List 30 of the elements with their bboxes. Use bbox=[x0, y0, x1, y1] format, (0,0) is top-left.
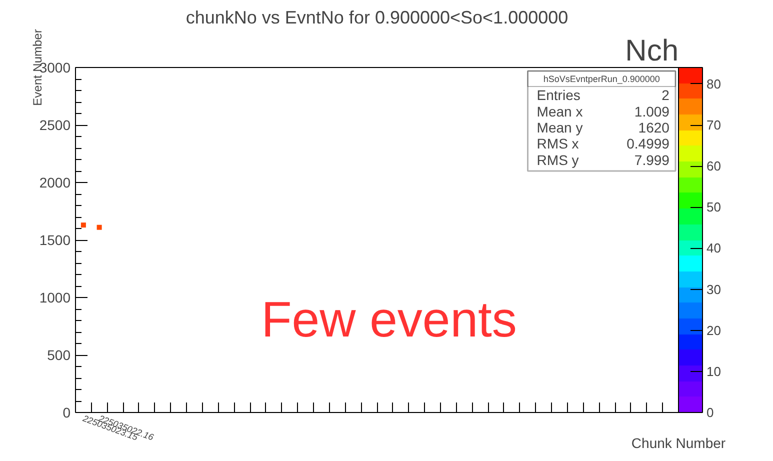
y-tick-label: 1500 bbox=[39, 232, 71, 248]
color-bar-label: 40 bbox=[706, 240, 721, 256]
annotation: 2 bbox=[662, 87, 670, 104]
annotation: hSoVsEvntperRun_0.900000 bbox=[543, 74, 660, 84]
color-bar-label: 20 bbox=[706, 322, 721, 338]
annotation: 0.4999 bbox=[626, 136, 670, 152]
y-tick-label: 1000 bbox=[39, 290, 71, 306]
color-bar-label: 80 bbox=[706, 76, 721, 92]
annotation: Few events bbox=[261, 291, 517, 348]
x-axis-title: Chunk Number bbox=[631, 434, 726, 451]
color-bar-label: 70 bbox=[706, 118, 721, 132]
color-bar-label: 30 bbox=[706, 282, 721, 297]
annotation: RMS y bbox=[536, 152, 579, 168]
annotation: Mean x bbox=[536, 103, 583, 120]
color-bar-label: 50 bbox=[706, 200, 721, 215]
annotation: Mean y bbox=[536, 120, 583, 136]
color-bar-title: Nch bbox=[625, 34, 679, 68]
y-tick-label: 2500 bbox=[39, 117, 71, 133]
y-tick-label: 2000 bbox=[39, 174, 71, 190]
annotation: 1620 bbox=[638, 120, 670, 136]
y-tick-label: 500 bbox=[47, 347, 71, 363]
annotation: 7.999 bbox=[634, 152, 670, 168]
color-bar-label: 60 bbox=[706, 158, 721, 174]
annotation: RMS x bbox=[536, 136, 579, 152]
y-tick-label: 0 bbox=[62, 404, 71, 420]
chart-title: chunkNo vs EvntNo for 0.900000<So<1.000000 bbox=[186, 8, 568, 28]
color-bar-label: 10 bbox=[706, 364, 721, 379]
color-bar-label: 0 bbox=[706, 405, 714, 420]
annotation: Entries bbox=[536, 87, 580, 104]
annotation: 1.009 bbox=[634, 103, 670, 120]
